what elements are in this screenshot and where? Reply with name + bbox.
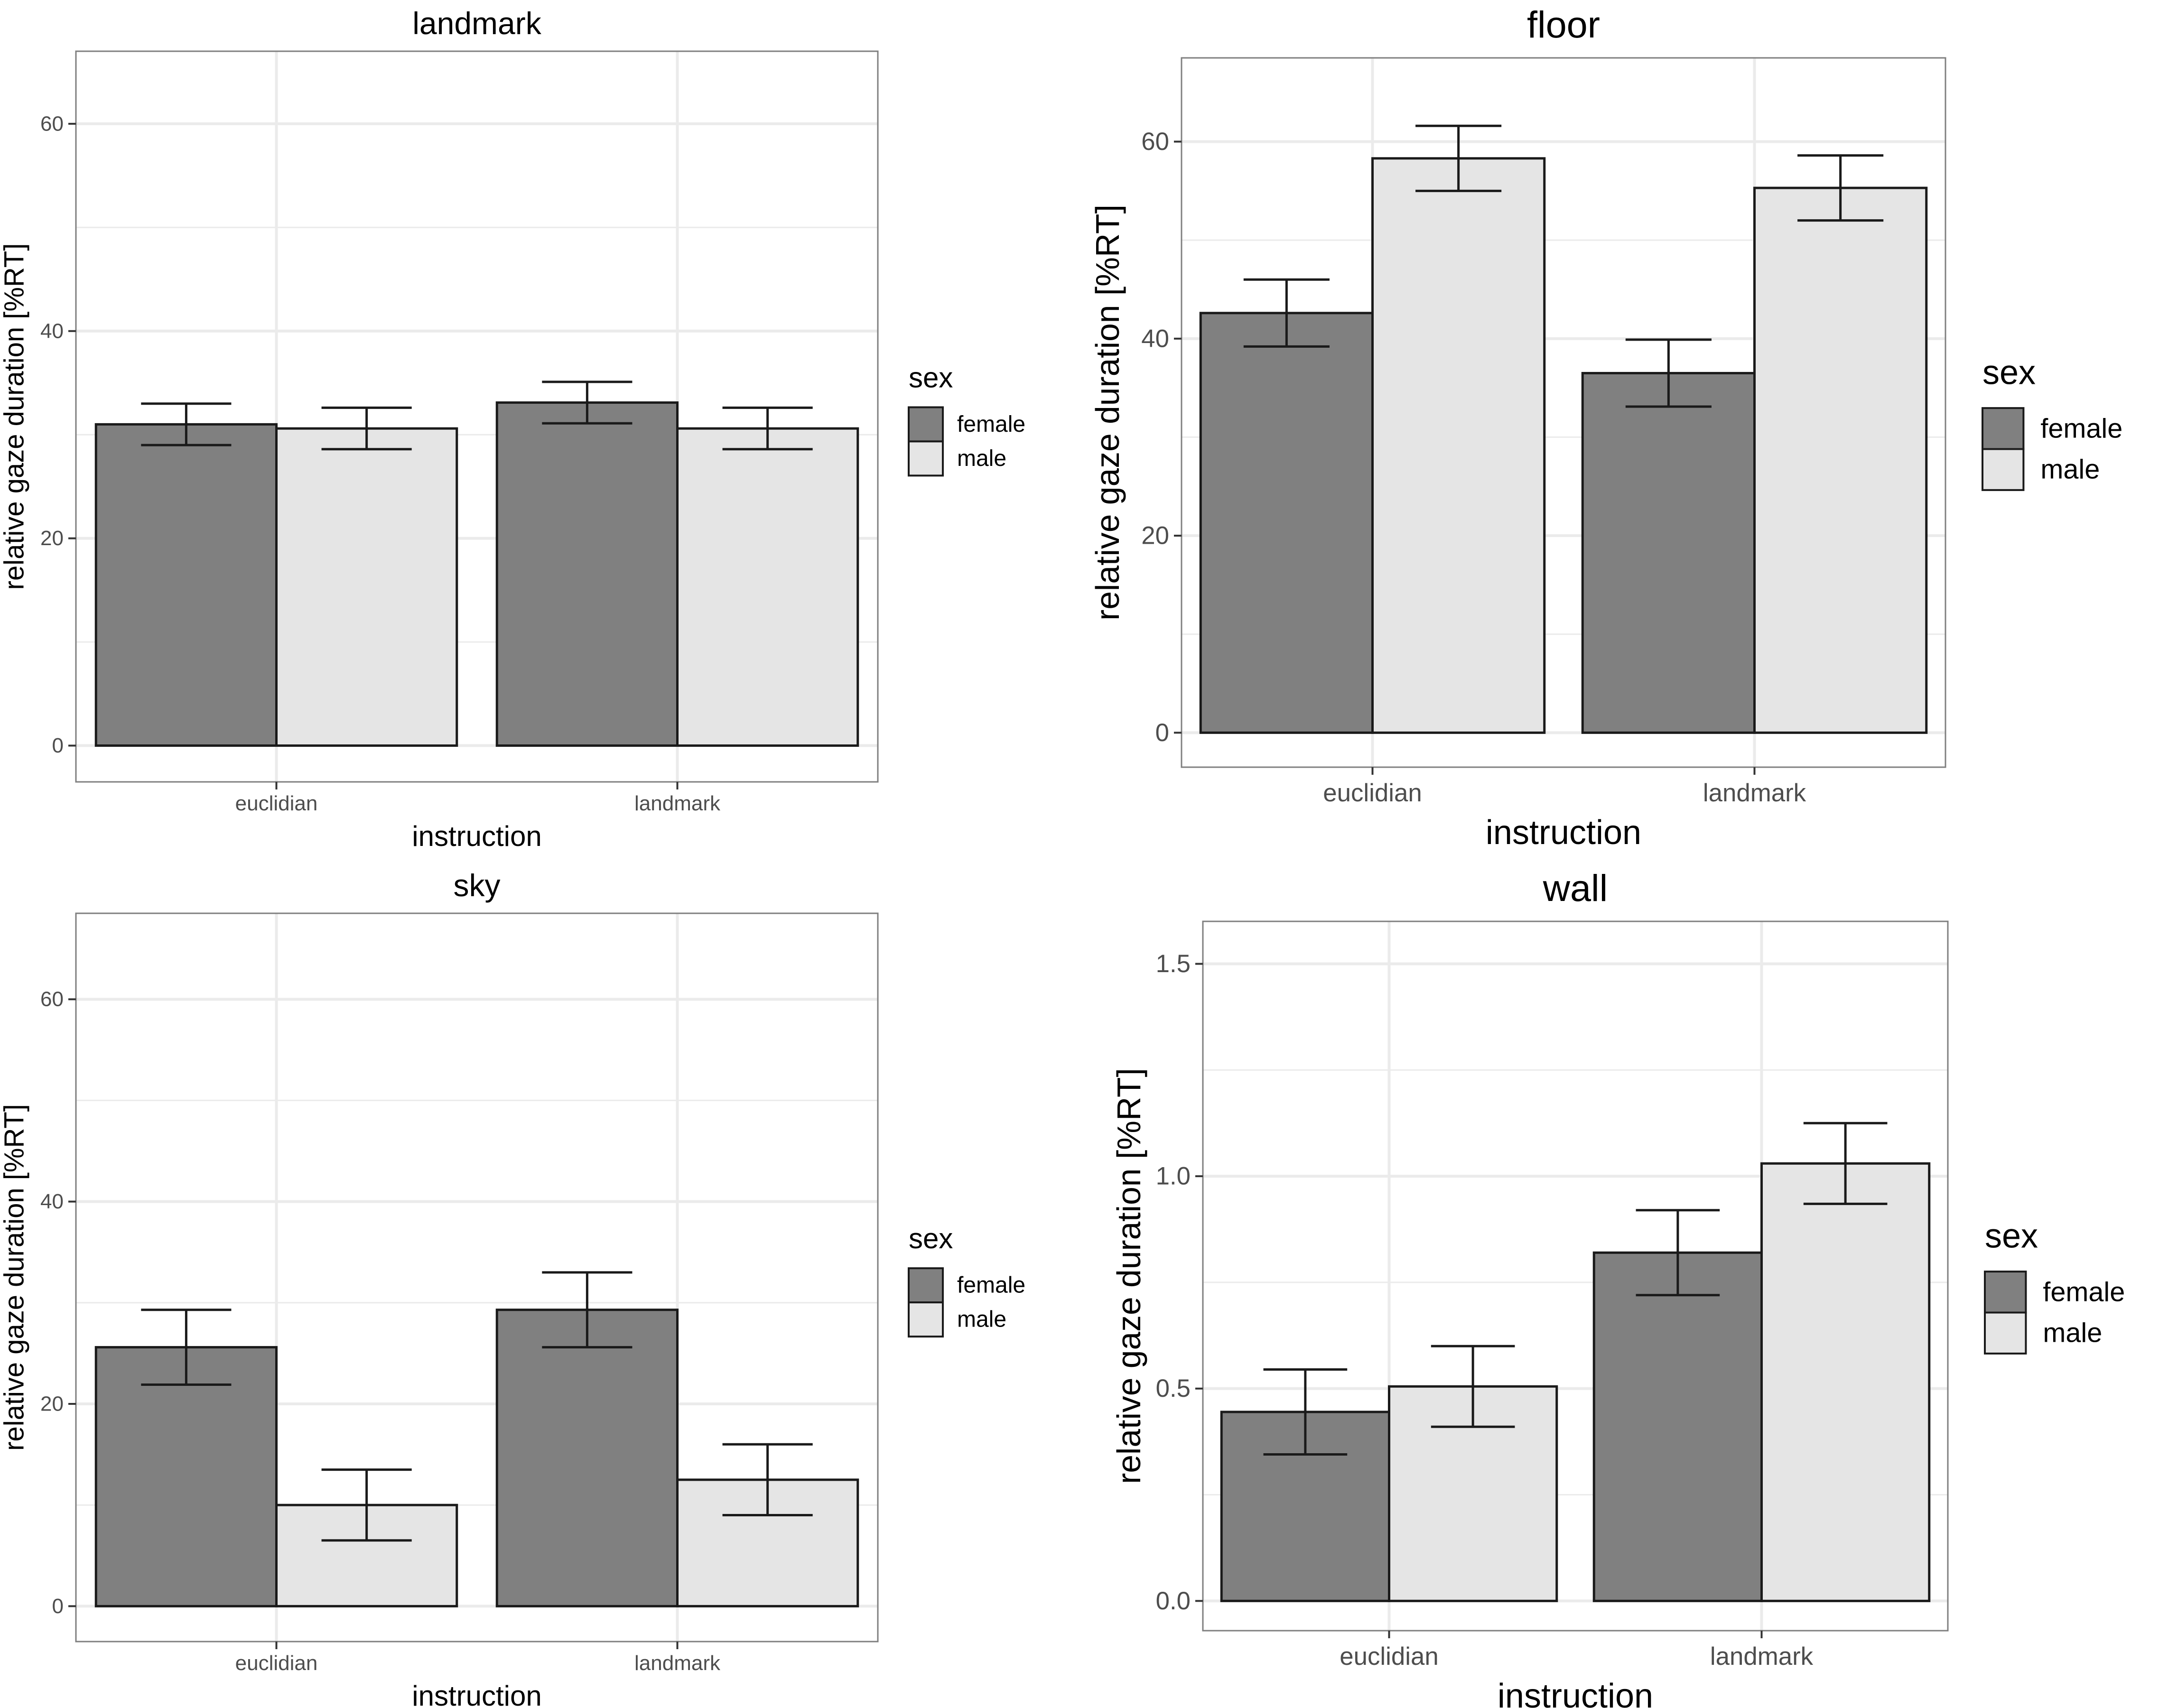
chart-panel-floor: 0 20 40 60 euclidian landmark floor instruction… (1089, 3, 2122, 852)
panel-border (75, 50, 879, 783)
x-tick-label: euclidian (1340, 1643, 1438, 1671)
legend-title: sex (909, 1223, 953, 1254)
y-tick-label: 0 (52, 1595, 64, 1618)
x-axis-title: instruction (412, 1680, 541, 1708)
x-tick-label: landmark (634, 792, 721, 815)
legend-label-male: male (957, 446, 1006, 471)
y-tick-label: 40 (40, 319, 64, 343)
legend-label-female: female (2043, 1277, 2125, 1307)
error-bar-female-euclidian (1263, 1368, 1348, 1456)
bar-female-landmark (495, 401, 679, 747)
y-tick-label: 60 (1141, 128, 1169, 156)
x-tick-label: landmark (1710, 1643, 1814, 1671)
bar-female-landmark (495, 1309, 679, 1607)
bar-male-landmark (676, 427, 859, 747)
legend-title: sex (1985, 1217, 2038, 1255)
bar-male-landmark (1753, 186, 1928, 734)
panel-border (75, 912, 879, 1643)
legend-key-female (908, 1267, 944, 1304)
error-bar-male-euclidian (321, 406, 412, 451)
y-axis-title: relative gaze duration [%RT] (1089, 204, 1126, 621)
y-axis-title: relative gaze duration [%RT] (0, 1104, 30, 1451)
legend-title: sex (909, 362, 953, 393)
legend-key-male (1982, 448, 2025, 491)
error-bar-male-landmark (722, 1443, 813, 1517)
panel-border (1181, 57, 1946, 768)
chart-title: wall (1543, 867, 1608, 909)
y-tick-label: 0.5 (1156, 1374, 1191, 1402)
error-bar-female-landmark (542, 1271, 633, 1349)
error-bar-female-landmark (1625, 338, 1712, 408)
x-tick-label: euclidian (235, 792, 318, 815)
chart-title: landmark (412, 6, 541, 41)
y-tick-label: 40 (1141, 325, 1169, 353)
legend-label-male: male (957, 1307, 1006, 1332)
legend-key-female (1984, 1271, 2027, 1314)
legend-title: sex (1982, 354, 2036, 392)
x-tick-label: euclidian (235, 1652, 318, 1675)
error-bar-female-euclidian (141, 1309, 232, 1386)
chart-panel-sky: 0 20 40 60 euclidian landmark sky instruction re… (0, 868, 1025, 1708)
error-bar-female-euclidian (1243, 278, 1330, 348)
legend-key-female (1982, 407, 2025, 450)
y-tick-label: 20 (1141, 522, 1169, 550)
legend-label-female: female (957, 412, 1025, 437)
error-bar-male-landmark (1803, 1122, 1888, 1205)
panel-border (1202, 920, 1949, 1632)
x-tick-label: euclidian (1323, 779, 1422, 807)
legend-label-male: male (2043, 1318, 2102, 1348)
x-axis-title: instruction (412, 820, 541, 852)
legend-key-male (1984, 1311, 2027, 1355)
bar-female-landmark (1592, 1251, 1763, 1602)
y-tick-label: 1.5 (1156, 950, 1191, 978)
bar-male-euclidian (275, 427, 458, 747)
bar-female-euclidian (94, 1346, 278, 1607)
error-bar-male-euclidian (321, 1468, 412, 1542)
error-bar-male-euclidian (1415, 124, 1502, 192)
error-bar-female-landmark (1636, 1209, 1720, 1297)
x-tick-label: landmark (1703, 779, 1806, 807)
chart-panel-landmark: 0 20 40 60 euclidian landmark landmark instruct… (0, 6, 1025, 852)
legend-label-female: female (957, 1273, 1025, 1298)
error-bar-male-landmark (722, 406, 813, 451)
y-tick-label: 0 (52, 734, 64, 757)
legend-key-female (908, 406, 944, 443)
legend-label-male: male (2040, 455, 2100, 485)
y-tick-label: 20 (40, 1392, 64, 1415)
x-axis-title: instruction (1486, 814, 1641, 852)
y-tick-label: 20 (40, 527, 64, 550)
error-bar-female-landmark (542, 381, 633, 425)
legend-label-female: female (2040, 413, 2122, 444)
bar-male-landmark (1760, 1162, 1931, 1602)
bar-male-euclidian (1371, 157, 1546, 734)
y-tick-label: 0.0 (1156, 1587, 1191, 1615)
bar-female-euclidian (94, 423, 278, 747)
bar-female-euclidian (1199, 312, 1374, 734)
error-bar-female-euclidian (141, 402, 232, 446)
error-bar-male-landmark (1797, 154, 1884, 222)
legend-key-male (908, 1301, 944, 1338)
y-axis-title: relative gaze duration [%RT] (1110, 1068, 1147, 1484)
chart-title: floor (1527, 3, 1600, 46)
y-tick-label: 60 (40, 112, 64, 135)
y-tick-label: 60 (40, 988, 64, 1011)
x-tick-label: landmark (634, 1652, 721, 1675)
y-tick-label: 40 (40, 1190, 64, 1213)
y-axis-title: relative gaze duration [%RT] (0, 243, 30, 590)
bar-female-landmark (1581, 371, 1756, 734)
x-axis-title: instruction (1498, 1677, 1653, 1708)
legend-key-male (908, 440, 944, 477)
y-tick-label: 0 (1155, 719, 1169, 747)
error-bar-male-euclidian (1431, 1345, 1515, 1428)
y-tick-label: 1.0 (1156, 1162, 1191, 1190)
chart-title: sky (454, 868, 501, 903)
chart-panel-wall: 0.0 0.5 1.0 1.5 euclidian landmark wall instruc… (1110, 867, 2125, 1708)
